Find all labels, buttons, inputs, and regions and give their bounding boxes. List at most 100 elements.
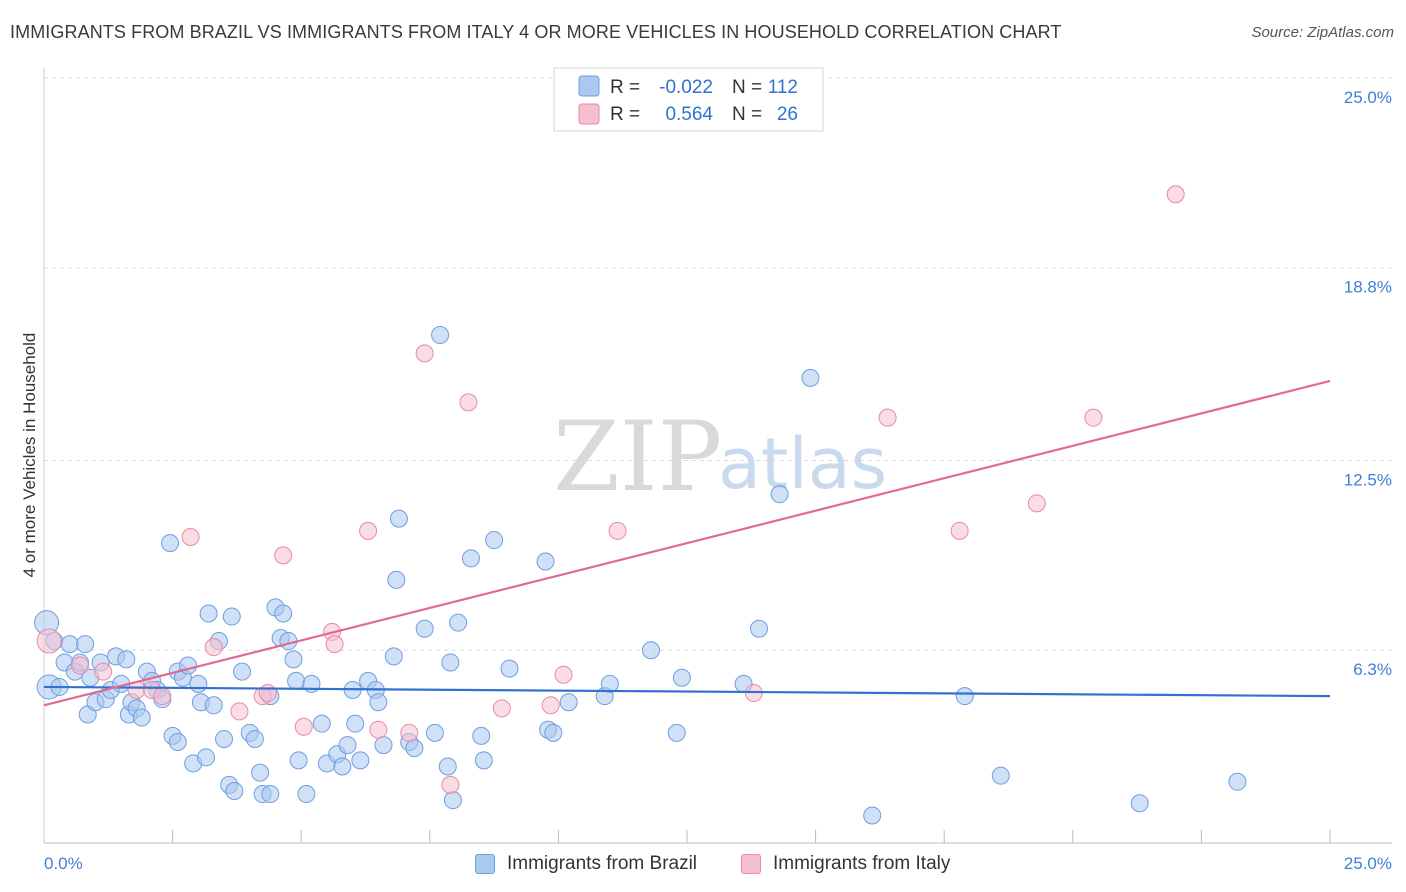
watermark: ZIP atlas (553, 401, 887, 513)
brazil-point (346, 714, 365, 733)
brazil-point (600, 674, 619, 693)
brazil-point (536, 552, 555, 571)
italy-point (441, 775, 460, 794)
brazil-point (222, 607, 241, 626)
legend-brazil-r-label: R = (610, 77, 640, 98)
brazil-point (405, 739, 424, 758)
italy-point (369, 720, 388, 739)
brazil-point (233, 662, 252, 681)
legend-swatch-italy-bottom (741, 854, 761, 874)
trend-lines (43, 379, 1331, 707)
italy-point (1027, 494, 1046, 513)
brazil-point (117, 650, 136, 669)
brazil-point (161, 534, 180, 553)
brazil-point (338, 736, 357, 755)
brazil-point (474, 751, 493, 770)
legend-label-italy: Immigrants from Italy (773, 853, 951, 874)
brazil-point (289, 751, 308, 770)
brazil-point (801, 368, 820, 387)
brazil-point (369, 693, 388, 712)
legend-item-italy: Immigrants from Italy (741, 853, 950, 875)
brazil-point (485, 531, 504, 550)
italy-point (36, 628, 62, 654)
legend-label-brazil: Immigrants from Brazil (507, 853, 698, 874)
brazil-point (443, 791, 462, 810)
brazil-point (750, 619, 769, 638)
y-axis-title: 4 or more Vehicles in Household (20, 333, 39, 578)
legend-item-brazil: Immigrants from Brazil (475, 853, 697, 875)
brazil-point (770, 485, 789, 504)
legend-italy-r-value: 0.564 (665, 104, 713, 125)
brazil-point (76, 635, 95, 654)
italy-point (1084, 408, 1103, 427)
chart-title: IMMIGRANTS FROM BRAZIL VS IMMIGRANTS FRO… (10, 22, 1062, 42)
legend-italy-n-label: N = (732, 104, 762, 125)
italy-point (258, 684, 277, 703)
italy-point (274, 546, 293, 565)
brazil-point (384, 647, 403, 666)
brazil-point (641, 641, 660, 660)
brazil-point (449, 613, 468, 632)
legend-brazil-r-value: -0.022 (659, 77, 713, 98)
grid-lines (44, 77, 1392, 651)
y-tick-label: 25.0% (1344, 88, 1392, 107)
italy-point (492, 699, 511, 718)
brazil-point (863, 806, 882, 825)
brazil-point (245, 729, 264, 748)
italy-point (400, 723, 419, 742)
legend-swatch-brazil (578, 75, 600, 97)
italy-point (230, 702, 249, 721)
brazil-point (225, 781, 244, 800)
brazil-point (1228, 772, 1247, 791)
brazil-point (991, 766, 1010, 785)
brazil-point (415, 619, 434, 638)
brazil-point (199, 604, 218, 623)
italy-point (71, 656, 90, 675)
brazil-point (472, 726, 491, 745)
italy-point (950, 521, 969, 540)
italy-point (359, 521, 378, 540)
italy-point (608, 521, 627, 540)
brazil-point (351, 751, 370, 770)
brazil-point (287, 671, 306, 690)
brazil-point (387, 570, 406, 589)
italy-point (459, 393, 478, 412)
brazil-point (374, 736, 393, 755)
legend-italy-r-label: R = (610, 104, 640, 125)
x-tick-label: 0.0% (44, 854, 83, 873)
brazil-point (500, 659, 519, 678)
brazil-point (60, 635, 79, 654)
legend-swatch-italy (578, 103, 600, 125)
brazil-point (559, 693, 578, 712)
brazil-point (312, 714, 331, 733)
source-label: Source: ZipAtlas.com (1251, 24, 1394, 41)
italy-point (325, 635, 344, 654)
y-tick-label: 18.8% (1344, 278, 1392, 297)
brazil-point (197, 748, 216, 767)
brazil-trend-line (43, 685, 1331, 698)
brazil-point (425, 723, 444, 742)
italy-point (94, 662, 113, 681)
brazil-point (955, 687, 974, 706)
italy-point (541, 696, 560, 715)
brazil-point (672, 668, 691, 687)
x-tick-label: 25.0% (1344, 854, 1392, 873)
legend-swatch-brazil-bottom (475, 854, 495, 874)
brazil-point (441, 653, 460, 672)
watermark-atlas: atlas (718, 423, 887, 505)
brazil-point (544, 723, 563, 742)
brazil-point (168, 733, 187, 752)
legend-brazil-n-value: 112 (768, 77, 798, 98)
brazil-point (389, 509, 408, 528)
brazil-point (189, 674, 208, 693)
legend-brazil-n-label: N = (732, 77, 762, 98)
italy-point (415, 344, 434, 363)
brazil-point (215, 729, 234, 748)
top-legend: R = -0.022 N = 112 R = 0.564 N = 26 (553, 67, 824, 132)
y-tick-label: 6.3% (1353, 660, 1392, 679)
data-points (34, 185, 1247, 825)
axes (43, 68, 1392, 844)
brazil-point (461, 549, 480, 568)
brazil-point (274, 604, 293, 623)
